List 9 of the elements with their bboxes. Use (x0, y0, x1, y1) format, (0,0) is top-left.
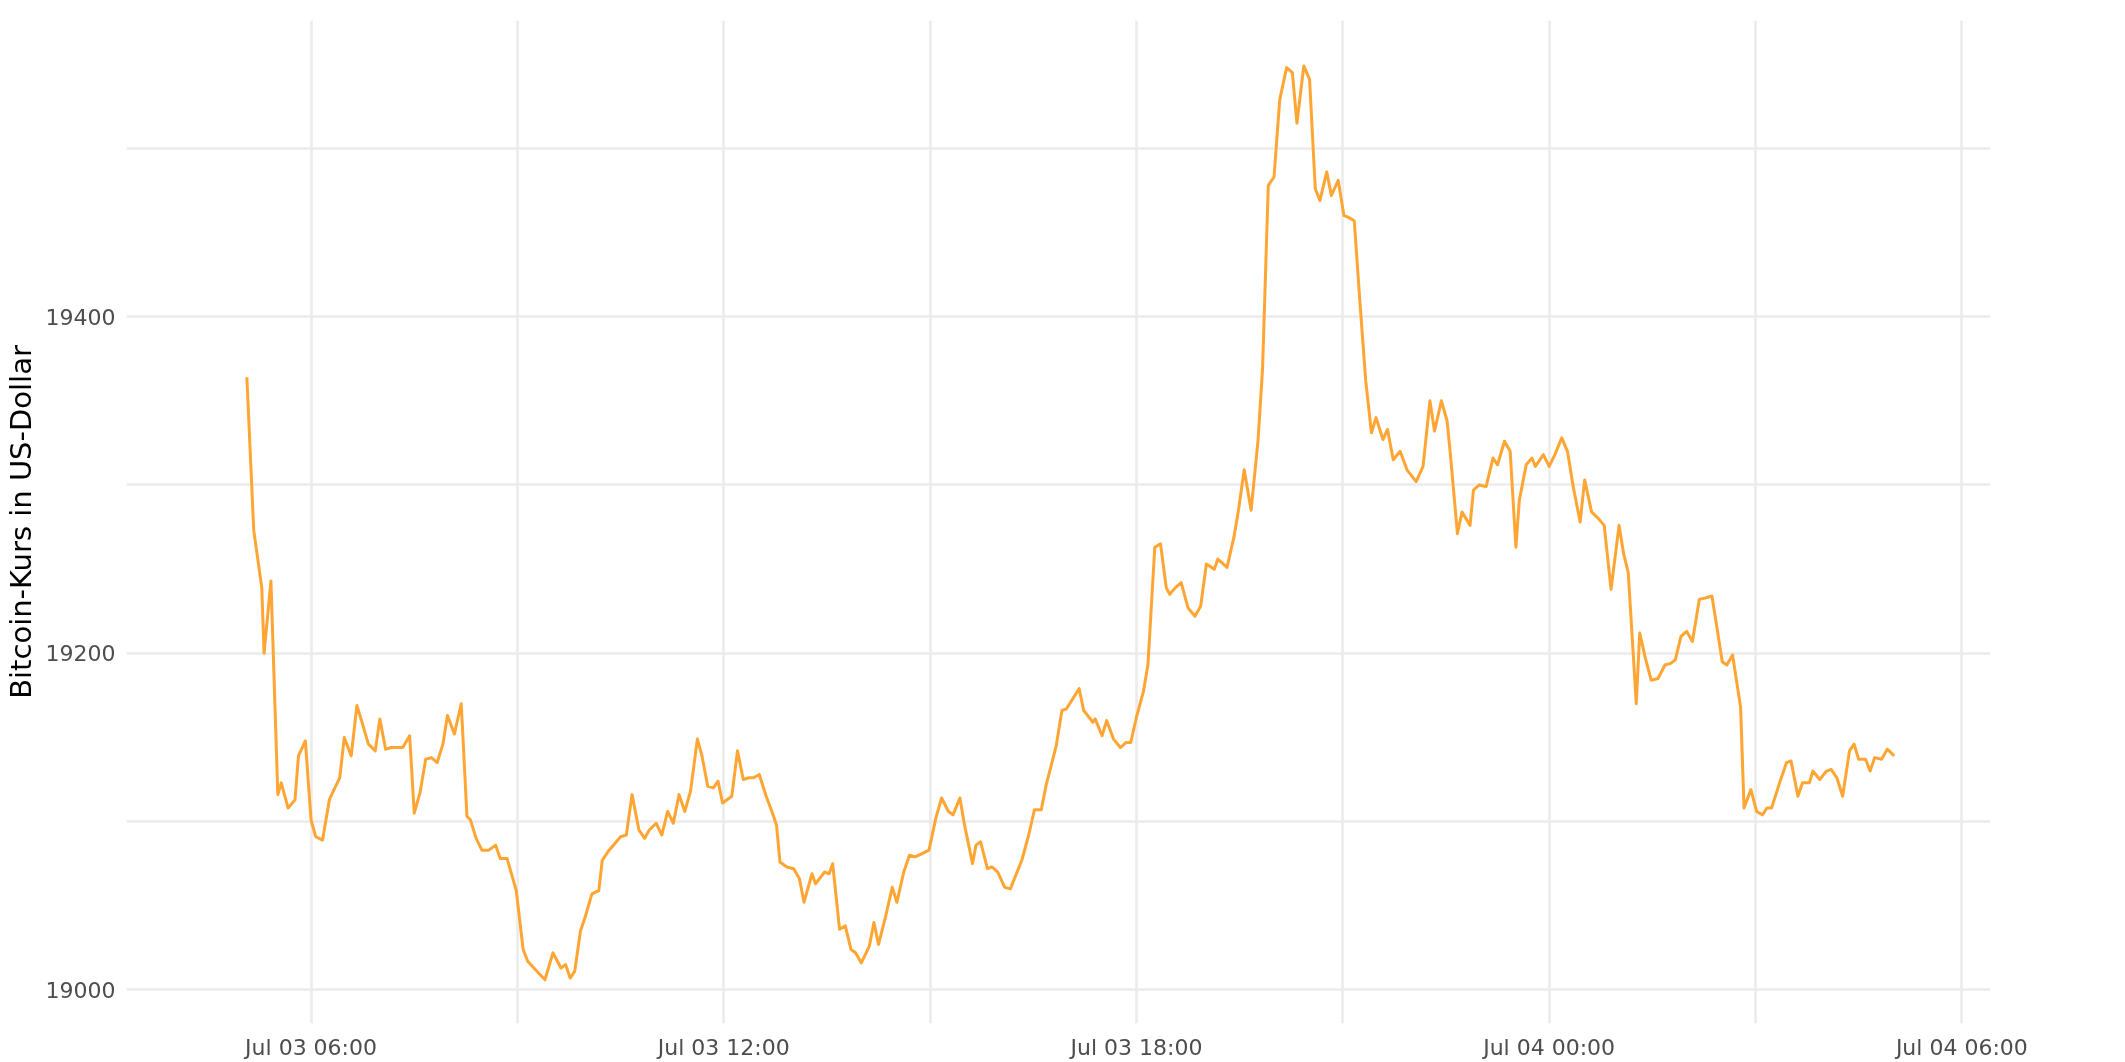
y-tick-label: 19000 (45, 977, 116, 1003)
x-tick-label: Jul 04 00:00 (1481, 1034, 1616, 1060)
y-tick-label: 19200 (45, 641, 116, 667)
x-tick-label: Jul 03 12:00 (655, 1034, 790, 1060)
y-tick-label: 19400 (45, 304, 116, 330)
x-tick-label: Jul 03 06:00 (243, 1034, 378, 1060)
y-axis-title: Bitcoin-Kurs in US-Dollar (3, 345, 38, 699)
x-tick-label: Jul 04 06:00 (1893, 1034, 2028, 1060)
x-tick-label: Jul 03 18:00 (1068, 1034, 1203, 1060)
